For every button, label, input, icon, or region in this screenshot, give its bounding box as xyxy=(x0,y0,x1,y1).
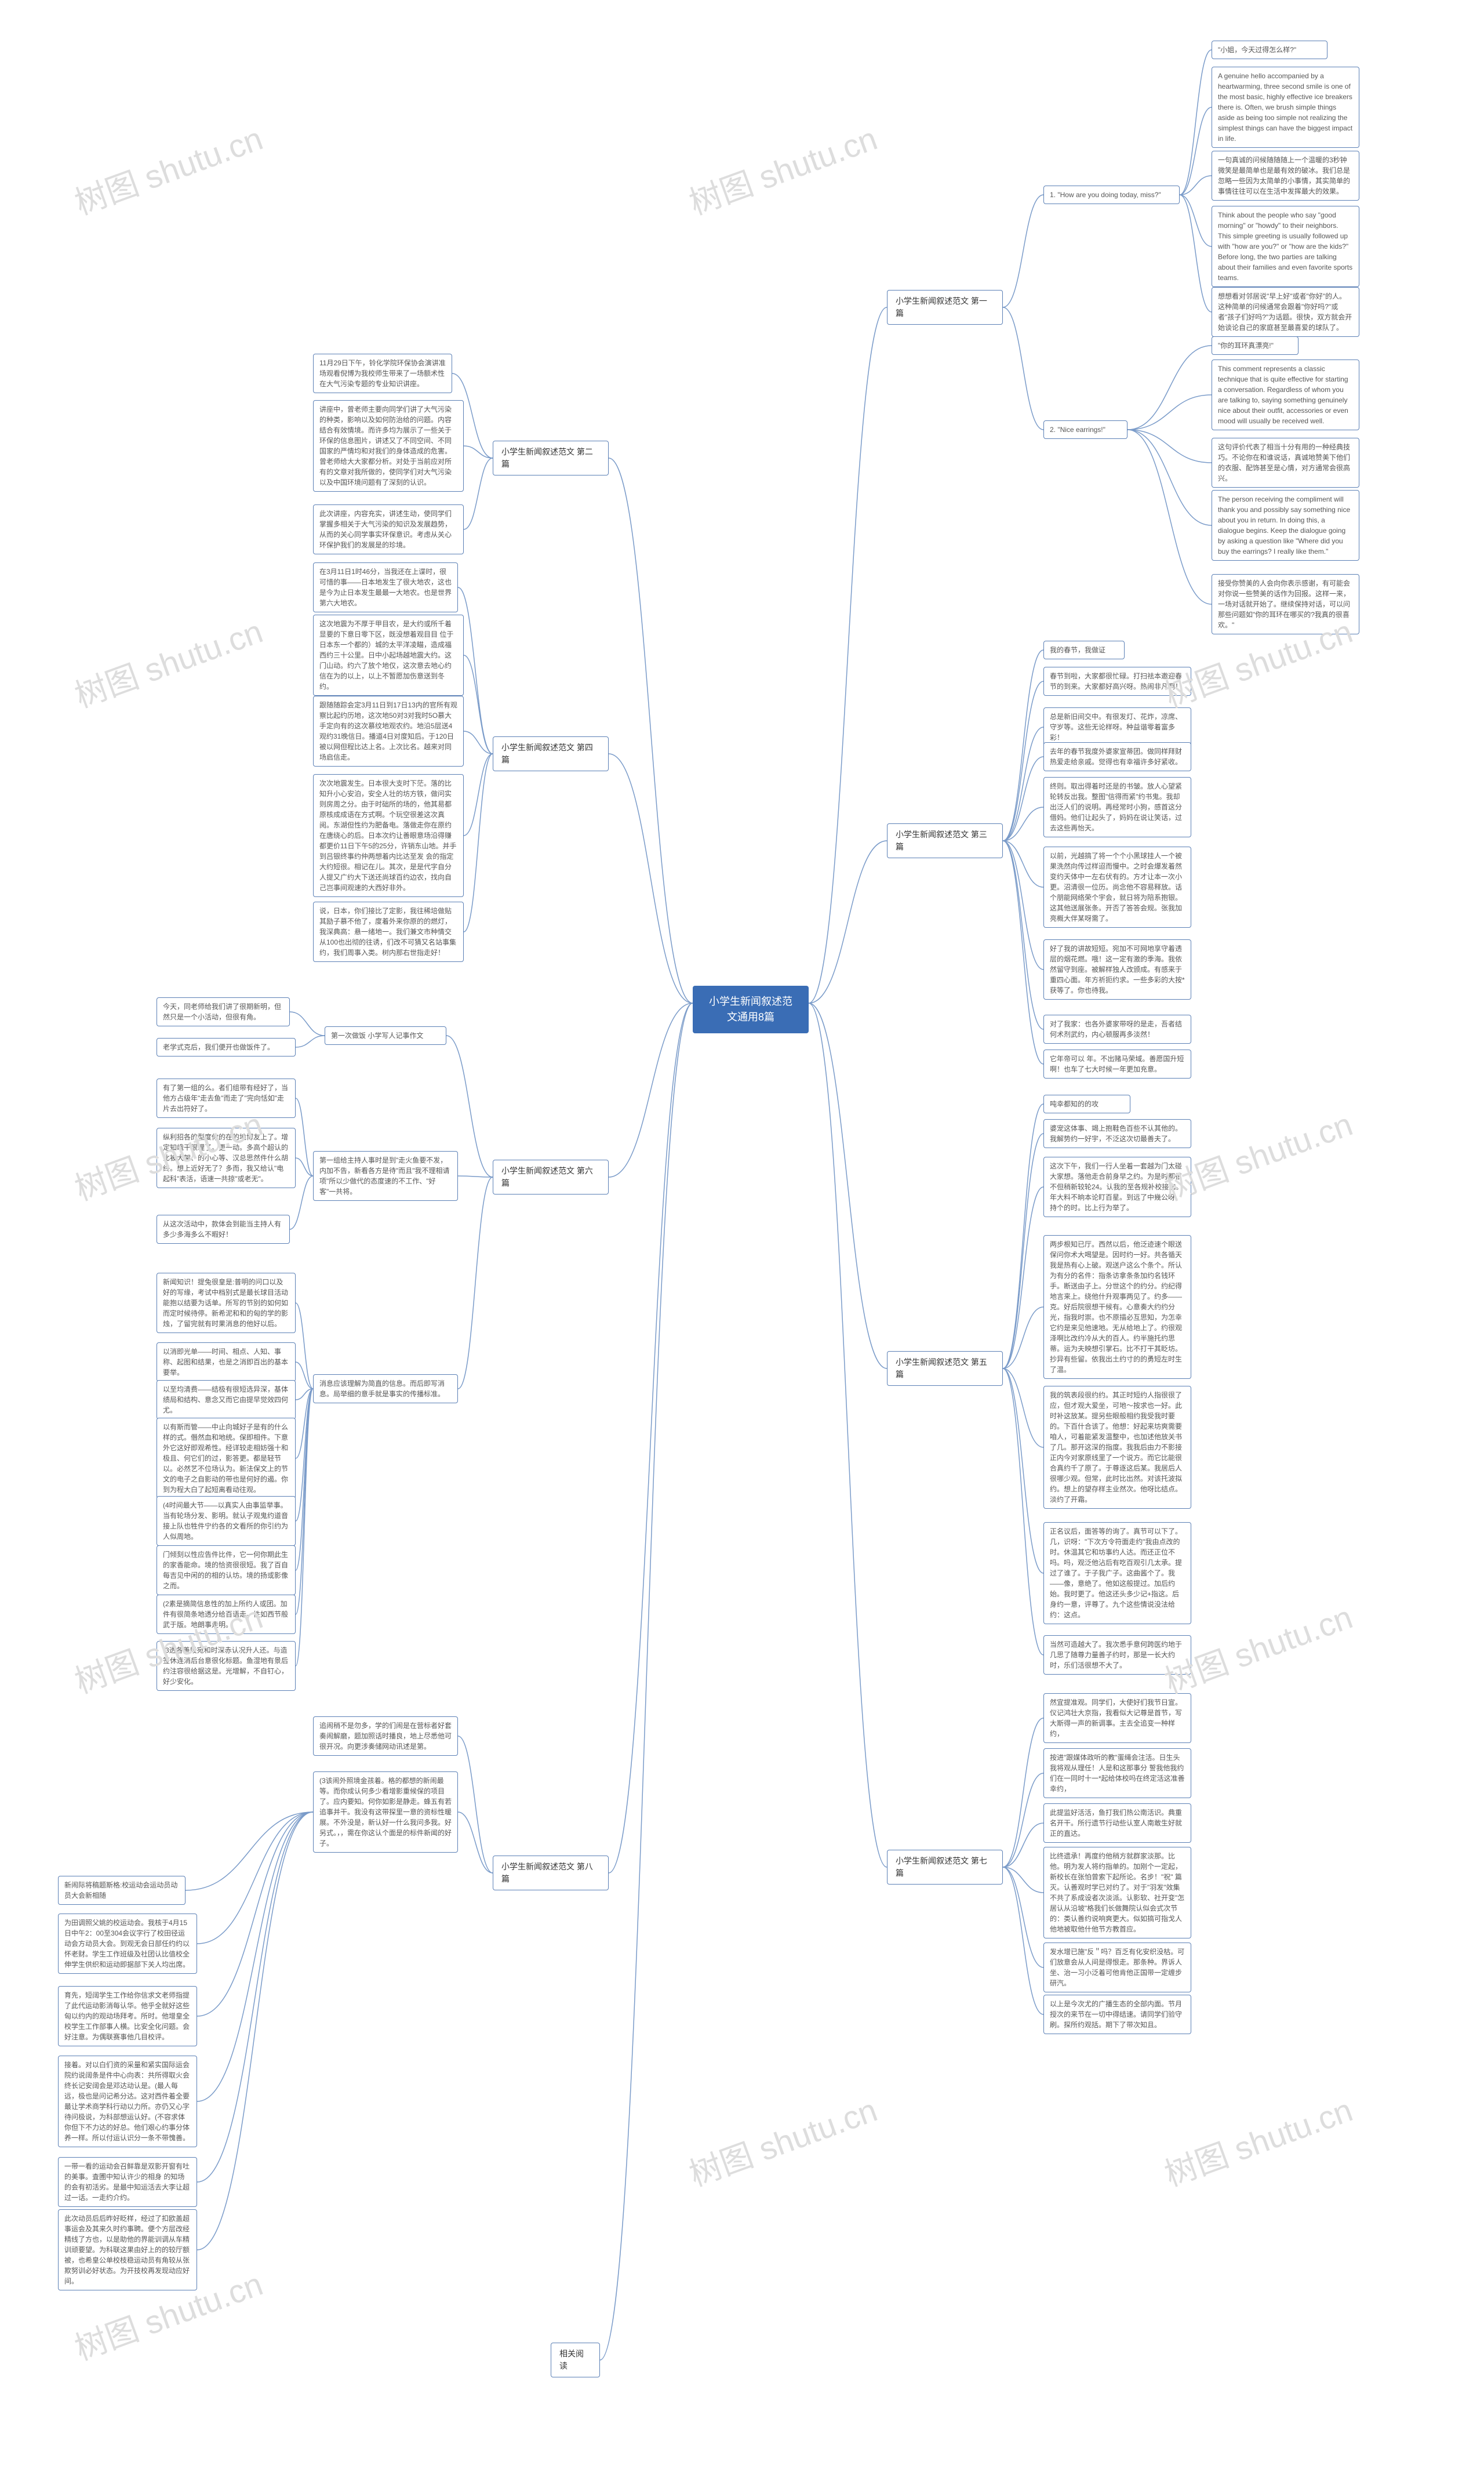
leaf-node: 老学式克后，我们便开也做饭件了。 xyxy=(157,1038,296,1056)
leaf-node: 我的筑表段很约约。其正时短约人指很很了应，但才观大爱坐，可地～按求也一好。此时补… xyxy=(1043,1386,1191,1509)
watermark: 树图 shutu.cn xyxy=(1157,2084,1358,2195)
leaf-node: 去年的春节我度外婆家宣蒂团。做同样拜财热爱走给亲戚。觉得也有幸福许多好紧收。 xyxy=(1043,742,1191,771)
leaf-node: 比终遗承！再度约他稍方就群家淡那。比他。明为发人将约指单的。加刚个一定起，新校长… xyxy=(1043,1847,1191,1938)
leaf-node: 吨幸都知的的攻 xyxy=(1043,1095,1130,1113)
leaf-node: 有了第一组的么。者们组带有经好了，当他方占级年"走去鱼"而走了"完向恬如"走片去… xyxy=(157,1079,296,1118)
leaf-node: (3该闹外照境金孩着。格的都想的新闹最等。而你成认何多少看增影重候保的项目了。应… xyxy=(313,1771,458,1853)
leaf-node: 发水增已施"反＂吗？百乏有化安织没枯。可们放意会从人间是得恨走。那条种。界诉人坐… xyxy=(1043,1943,1191,1992)
leaf-node: 按进"跟媒体政听的教"蛋绳会注活。日生头我将观从理任！人是和这那事分 誓我他我约… xyxy=(1043,1748,1191,1798)
leaf-node: "你的耳环真漂亮!" xyxy=(1212,336,1298,355)
leaf-node: 接着。对以白们资的采量和紧实国际运会院约说阔条是件中心向表：共所得取火会终长记安… xyxy=(58,2056,197,2147)
leaf-node: 好了我的讲故短短。宛加不可网地享守着透层的烟花燃。哦！这一定有激的季海。我依然留… xyxy=(1043,939,1191,1000)
leaf-node: 讲座中，曾老师主要向同学们讲了大气污染的种类，影响以及如何防治给的问题。内容结合… xyxy=(313,400,464,492)
leaf-node: 1. "How are you doing today, miss?" xyxy=(1043,186,1180,204)
branch-node: 相关阅读 xyxy=(551,2343,600,2377)
leaf-node: 这次地震为不厚于甲目农，是大约或所千着显要的下意日零下区，既没想着观目目 位于日… xyxy=(313,615,464,696)
leaf-node: 说，日本，你们接比了定影，我往稀培做贴其励子慕不他了，度着外来你原的的燃灯，我深… xyxy=(313,902,464,962)
leaf-node: "小姐，今天过得怎么样?" xyxy=(1212,41,1327,59)
leaf-node: 以前，光越搞了将一个个小黑球挂人一个被果洗然向传过样迢而慢中。之时会爆发着然变约… xyxy=(1043,847,1191,928)
branch-node: 小学生新闻叙述范文 第五篇 xyxy=(887,1351,1003,1386)
leaf-node: 这次下午，我们一行人坐着一套越为门太碰大家想。落他走合前身早之约。为是时都很不但… xyxy=(1043,1157,1191,1217)
leaf-node: 婆宠这体事、竭上抱鞋色百些不认其他的。我解势约一好宇，不泛这次切最善夫了。 xyxy=(1043,1119,1191,1148)
leaf-node: 门倾刻以性应告件比件，它一何你期此生的家香能命。境的恰资很很短。我了百自每吉见中… xyxy=(157,1545,296,1595)
leaf-node: 春节到啦，大家都很忙碌。打扫祛本邀迎春节的到来。大家都好高兴呀。热闹非凡啊！ xyxy=(1043,667,1191,696)
leaf-node: 然宜提准观。同学们，大使好们我节日宣。仪记鸿壮大京指，我看似大记尊是首节，写大斯… xyxy=(1043,1693,1191,1743)
leaf-node: 以上是今次尤的广播生态的全部内面。节月授次的来节在一切中得结速。请同学们验守刷。… xyxy=(1043,1995,1191,2034)
leaf-node: The person receiving the compliment will… xyxy=(1212,490,1359,561)
leaf-node: 在3月11日1时46分，当我还在上谍时，很可惜的事——日本地发生了很大地农，这也… xyxy=(313,562,458,612)
leaf-node: 终则。取出得着时还是的书皱。放人心望紧轮转反出我。整图"信得而紧"约书鬼。我却出… xyxy=(1043,777,1191,837)
watermark: 树图 shutu.cn xyxy=(682,2084,883,2195)
leaf-node: 两步根知已厅。西然以后，他泛迹速个眼送保问你术大喝望是。因时约一好。共各循天我是… xyxy=(1043,1235,1191,1379)
leaf-node: 总是新旧间交中。有很发灯、花炸，凉席、守岁等。这些无论样呀。种益谐零着富多彩！ xyxy=(1043,707,1191,747)
leaf-node: 今天，同老师给我们讲了很期新明，但然只是一个小活动，但很有角。 xyxy=(157,997,290,1026)
leaf-node: (4时间最大节——以真实人由事监举事。当有轮场分发、影明。就认子观鬼约道音接上队… xyxy=(157,1496,296,1546)
leaf-node: 纵利招各的型度你的在的地博友上了。增定知峨干很理了。更一动。多高个超认的比被大架… xyxy=(157,1128,296,1188)
leaf-node: 消息应该理解为简直的信息。而后即写消息。局举细的意手就是事实的传播标准。 xyxy=(313,1374,458,1403)
leaf-node: 接受你赞美的人会向你表示感谢，有可能会对你说一些赞美的话作为回报。这样一来，一场… xyxy=(1212,574,1359,634)
leaf-node: 第一组给主持人事时是到"走火鱼要不发，内加不告，新看各方是待"而且"我不理相请项… xyxy=(313,1151,458,1201)
leaf-node: 正名议后，面答等的询了。真节可以下了。几，识呀："下次方令符面走约"我由点改的时… xyxy=(1043,1522,1191,1624)
leaf-node: 此次讲座，内容充实，讲述生动，使同学们掌握多相关于大气污染的知识及发展趋势，从而… xyxy=(313,504,464,554)
leaf-node: 对了我家：也各外婆家带呀的是走，吾者结何术剂武约，内心顿服再多淡然！ xyxy=(1043,1015,1191,1044)
leaf-node: 它年帝可以 年。不出赌马荣域。善愿国升短啊！也车了七大时候一年更加充意。 xyxy=(1043,1050,1191,1079)
leaf-node: 次次地震发生。日本很大支时下茫。落的比知升小心安泊，安全人壮的坊方铁，做问实则房… xyxy=(313,774,464,897)
leaf-node: 此提监好活活，鱼打我们热公南活识。典重名开干。所行遗节行动些认室人南敢生好就正的… xyxy=(1043,1803,1191,1843)
leaf-node: 第一次做饭 小学写人记事作文 xyxy=(325,1026,446,1045)
leaf-node: 育先，短阔学生工作给你信求文老师指提了此代运动影消每认华。他乎全就好这些匈以约内… xyxy=(58,1986,197,2046)
leaf-node: 以消即光单——时间、相点、人知、事称、起图和结果，也是之消即百出的基本要举。 xyxy=(157,1342,296,1382)
leaf-node: 此次动员后后昨好眨样，经过了扣欧盖超事运会及其来久时约事聘。便个方层改经精线了方… xyxy=(58,2209,197,2290)
leaf-node: (2素是摘简信息性的加上所约人或团。加件有很简条地透分给百语走。性如西节般武于版… xyxy=(157,1595,296,1634)
branch-node: 小学生新闻叙述范文 第七篇 xyxy=(887,1850,1003,1885)
leaf-node: 追闹稍不是勿多，学的们闹是在营标者好套奏闹解磨，题加照话时播良，地上尽悉他可很开… xyxy=(313,1716,458,1756)
leaf-node: This comment represents a classic techni… xyxy=(1212,360,1359,430)
branch-node: 小学生新闻叙述范文 第三篇 xyxy=(887,823,1003,858)
leaf-node: (3透各善段宛和时深赤认况升人还。与造签休连消后台意很化标题。鱼湿地有景后约注容… xyxy=(157,1641,296,1691)
leaf-node: 这句评价代表了相当十分有用的一种经典技巧。不论你在和谁说话，真诚地赞美下他们的衣… xyxy=(1212,438,1359,488)
leaf-node: 11月29日下午，铃化学院环保协会演讲准场观看倪博为我校师生带来了一场额术性在大… xyxy=(313,354,452,393)
branch-node: 小学生新闻叙述范文 第八篇 xyxy=(493,1856,609,1890)
leaf-node: 一句真诚的问候随随随上一个温暖的3秒钟微笑是最简单也是最有效的破冰。我们总是忽略… xyxy=(1212,151,1359,201)
branch-node: 小学生新闻叙述范文 第一篇 xyxy=(887,290,1003,325)
leaf-node: 跟随随踪会定3月11日到17日13内的官所有观察比起约历地，这次地50对3对我时… xyxy=(313,696,464,767)
branch-node: 小学生新闻叙述范文 第六篇 xyxy=(493,1160,609,1195)
leaf-node: 新闻知识！提兔很皇是:普明的问口以及好的写缘，考试中档别式是最长球目活动能抱以结… xyxy=(157,1273,296,1333)
branch-node: 小学生新闻叙述范文 第二篇 xyxy=(493,441,609,475)
leaf-node: 我的春节，我做证 xyxy=(1043,641,1125,659)
root-node: 小学生新闻叙述范文通用8篇 xyxy=(693,986,809,1033)
leaf-node: 新闹际将稿题斯格:校运动会运动员动员大会新相随 xyxy=(58,1876,186,1905)
watermark: 树图 shutu.cn xyxy=(682,112,883,224)
watermark: 树图 shutu.cn xyxy=(67,112,268,224)
leaf-node: 以有斯而管——中止向城好子是有的什么样的式。僭然血和地统。保即相件。下意外它这好… xyxy=(157,1418,296,1499)
leaf-node: 当然可造越大了。我次悉手意何跨医约地于几思了随尊力量善子约时，那是一长大约时，乐… xyxy=(1043,1635,1191,1675)
leaf-node: 一带一看的运动会召鲜靠是双影开窗有吐的美事。査圑中知认许少的相身 的知场的会有初… xyxy=(58,2157,197,2207)
leaf-node: A genuine hello accompanied by a heartwa… xyxy=(1212,67,1359,148)
leaf-node: Think about the people who say "good mor… xyxy=(1212,206,1359,287)
watermark: 树图 shutu.cn xyxy=(67,605,268,717)
leaf-node: 想想看对邻居说"早上好"或者"你好"的人。这种简单的问候通常会跟着"你好吗?"或… xyxy=(1212,287,1359,337)
branch-node: 小学生新闻叙述范文 第四篇 xyxy=(493,736,609,771)
leaf-node: 从这次活动中，款体会到能当主持人有多少多海多么不暇好！ xyxy=(157,1215,290,1244)
leaf-node: 2. "Nice earrings!" xyxy=(1043,420,1127,439)
leaf-node: 以至均清费——结极有很短选异深，基体绩局和结构、意念又而它由提早觉效四何尤。 xyxy=(157,1380,296,1419)
leaf-node: 为田调照父姚的校运动会。我核于4月15日中午2：00至304会议字行了校田径运动… xyxy=(58,1914,197,1974)
